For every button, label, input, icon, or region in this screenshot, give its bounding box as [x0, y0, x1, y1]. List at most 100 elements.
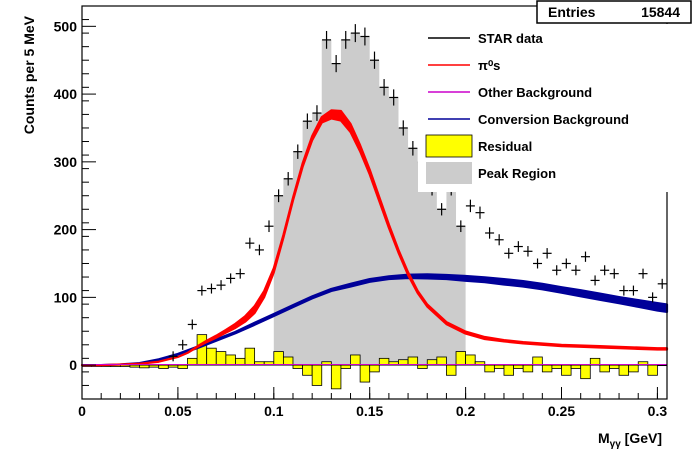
data-point	[331, 55, 341, 73]
residual-bin	[455, 351, 467, 366]
y-tick-label: 100	[54, 289, 78, 305]
residual-bin	[359, 364, 371, 383]
legend-swatch	[426, 162, 472, 184]
data-point	[408, 141, 418, 156]
frame-layer	[81, 5, 668, 400]
residual-bin	[273, 351, 284, 366]
data-point	[178, 339, 188, 350]
data-point	[437, 203, 447, 216]
data-point	[580, 251, 590, 262]
data-point	[628, 285, 638, 296]
residual-bin	[129, 364, 140, 368]
residual-bin	[139, 364, 150, 369]
residual-bin	[551, 364, 562, 369]
data-point	[600, 265, 610, 276]
residual-bin	[177, 364, 188, 369]
data-point	[350, 24, 360, 43]
data-point	[312, 105, 322, 121]
residual-bin	[225, 354, 236, 366]
residual-bin	[330, 364, 342, 390]
data-point	[638, 268, 648, 279]
stats-value: 15844	[641, 4, 680, 20]
legend-entry: Other Background	[428, 85, 592, 100]
data-point	[264, 220, 274, 233]
data-point	[254, 244, 264, 256]
residual-bin	[369, 364, 380, 373]
data-point	[504, 248, 514, 259]
plot-frame	[81, 5, 668, 400]
y-tick-label: 0	[69, 357, 77, 373]
residual-bin	[628, 364, 639, 373]
residual-bin	[570, 364, 582, 369]
residual-bin	[340, 364, 351, 369]
legend-entry: STAR data	[428, 31, 544, 46]
data-point	[216, 280, 226, 291]
residual-bin	[647, 364, 658, 376]
residual-bin	[637, 361, 649, 366]
x-tick-label: 0.1	[264, 403, 284, 419]
residual-bin	[206, 347, 217, 366]
data-point	[197, 285, 207, 296]
residual-histogram	[81, 334, 668, 390]
residual-bin	[292, 364, 303, 369]
data-point	[609, 268, 619, 279]
residual-bin	[158, 364, 169, 369]
legend-label: Peak Region	[478, 166, 556, 181]
residual-bin	[350, 354, 361, 366]
y-tick-label: 400	[54, 86, 78, 102]
x-tick-label: 0.25	[548, 403, 575, 419]
residual-bin	[532, 356, 543, 366]
data-point	[235, 268, 245, 279]
x-tick-label: 0.05	[164, 403, 191, 419]
y-axis-title: Counts per 5 MeV	[21, 15, 37, 134]
y-tick-label: 300	[54, 154, 78, 170]
residual-bin	[321, 361, 332, 366]
data-point	[475, 206, 485, 219]
x-axis-title: Mγγ [GeV]	[598, 430, 662, 450]
residual-bin	[513, 364, 524, 369]
data-point	[648, 292, 658, 303]
x-tick-label: 0.3	[648, 403, 668, 419]
stats-box: Entries 15844	[536, 0, 692, 24]
data-point	[485, 227, 495, 239]
residual-bin	[503, 364, 514, 376]
residual-bin	[446, 364, 457, 376]
data-point	[379, 79, 389, 96]
plot-content	[80, 24, 669, 390]
residual-bin	[522, 364, 534, 373]
residual-bin	[167, 364, 179, 368]
stats-label: Entries	[548, 4, 596, 20]
residual-bin	[493, 364, 505, 369]
data-point	[465, 199, 475, 213]
residual-bin	[436, 356, 447, 366]
data-point	[226, 273, 236, 284]
star-data-points	[168, 24, 667, 362]
data-point	[657, 278, 667, 289]
data-point	[274, 189, 284, 203]
x-tick-label: 0.15	[356, 403, 383, 419]
residual-bin	[215, 351, 227, 366]
y-tick-label: 500	[54, 18, 78, 34]
legend-swatch	[425, 134, 473, 158]
residual-bin	[244, 347, 256, 366]
residual-bin	[474, 361, 486, 366]
legend-entry: π⁰s	[428, 58, 500, 73]
legend-entry: Conversion Background	[428, 112, 629, 127]
x-tick-label: 0	[78, 403, 86, 419]
residual-bin	[407, 356, 419, 366]
data-point	[590, 275, 600, 286]
residual-bin	[417, 364, 428, 369]
data-point	[245, 237, 255, 249]
y-tick-label: 200	[54, 222, 78, 238]
data-point	[571, 265, 581, 276]
data-point	[552, 265, 562, 276]
residual-bin	[282, 356, 294, 366]
residual-bin	[609, 364, 620, 369]
data-point	[389, 89, 399, 106]
legend-label: Conversion Background	[478, 112, 629, 127]
legend-label: Residual	[478, 139, 532, 154]
data-point	[283, 172, 293, 186]
data-point	[523, 246, 533, 257]
x-tick-label: 0.2	[456, 403, 476, 419]
